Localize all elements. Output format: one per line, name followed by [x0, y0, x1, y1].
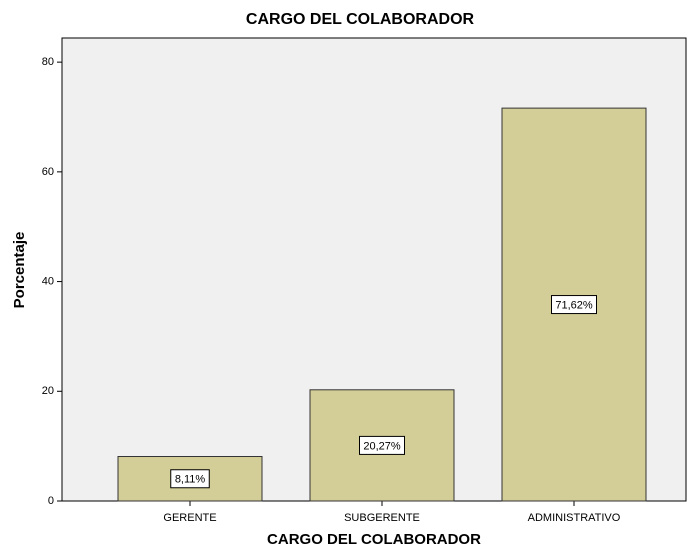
data-label-box — [170, 469, 210, 489]
x-tick-label: SUBGERENTE — [344, 512, 420, 524]
y-tick-label: 0 — [48, 495, 54, 507]
y-axis-title: Porcentaje — [11, 232, 28, 309]
data-label-box — [359, 435, 405, 455]
data-label-box — [551, 295, 597, 315]
y-tick-label: 80 — [42, 56, 54, 68]
y-tick-label: 20 — [42, 385, 54, 397]
y-tick-label: 60 — [42, 166, 54, 178]
y-tick-label: 40 — [42, 275, 54, 287]
x-tick-label: ADMINISTRATIVO — [528, 512, 621, 524]
chart-title: CARGO DEL COLABORADOR — [246, 11, 475, 28]
x-axis-title: CARGO DEL COLABORADOR — [267, 531, 481, 548]
data-label: 20,27% — [363, 440, 401, 452]
x-tick-label: GERENTE — [163, 512, 216, 524]
data-label: 8,11% — [175, 474, 206, 486]
data-label: 71,62% — [555, 299, 593, 311]
